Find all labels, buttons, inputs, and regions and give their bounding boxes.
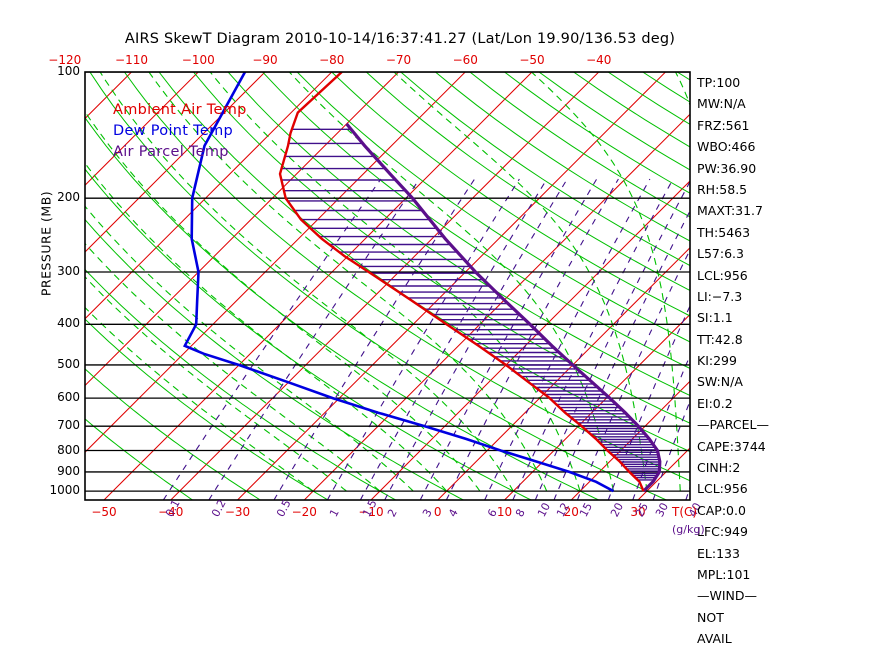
bottom-temp-tick-2: −30: [224, 505, 251, 519]
bottom-temp-tick-3: −20: [291, 505, 317, 519]
param-mpl: MPL:101: [697, 566, 751, 582]
param-el: EL:133: [697, 545, 740, 561]
bottom-temp-tick-4: −10: [358, 505, 384, 519]
param-mw: MW:N/A: [697, 96, 746, 112]
pressure-tick-200: 200: [57, 190, 80, 205]
bottom-temp-tick-7: 20: [563, 505, 579, 519]
param-cinh: CINH:2: [697, 460, 741, 476]
param-lcl: LCL:956: [697, 267, 748, 283]
param-tt: TT:42.8: [697, 331, 743, 347]
page-title: AIRS SkewT Diagram 2010-10-14/16:37:41.2…: [124, 31, 676, 47]
param-ei: EI:0.2: [697, 395, 733, 411]
bottom-temp-tick-8: 30: [630, 505, 646, 519]
top-temp-tick-6: −60: [452, 53, 478, 67]
param-parcel_hdr: —PARCEL—: [697, 417, 769, 433]
plot-legend: Ambient Air Temp Dew Point Temp Air Parcel…: [113, 100, 247, 163]
top-temp-tick-5: −70: [385, 53, 412, 67]
pressure-tick-800: 800: [57, 442, 80, 457]
top-temp-tick-0: −120: [48, 53, 82, 67]
param-l57: L57:6.3: [697, 246, 744, 262]
param-rh: RH:58.5: [697, 181, 748, 197]
top-temp-tick-7: −50: [519, 53, 545, 67]
sounding-parameter-panel: TP:100 MW:N/A FRZ:561 WBO:466 PW:36.90 RH:58.…: [697, 72, 867, 650]
param-cap: CAP:0.0: [697, 502, 746, 518]
param-th: TH:5463: [697, 224, 751, 240]
param-tp: TP:100: [697, 75, 741, 90]
param-si: SI:1.1: [697, 310, 733, 326]
skewt-plot: [84, 71, 691, 501]
pressure-tick-500: 500: [57, 356, 80, 371]
pressure-tick-900: 900: [57, 463, 80, 478]
param-wind_hdr: —WIND—: [697, 588, 758, 604]
bottom-temp-tick-0: −50: [91, 505, 117, 519]
legend-item-1: Dew Point Temp: [113, 123, 234, 139]
param-pw: PW:36.90: [697, 160, 757, 176]
pressure-tick-1000: 1000: [49, 483, 80, 498]
param-li: LI:−7.3: [697, 288, 743, 304]
x-axis-label-mixing-ratio: (g/kg): [672, 523, 705, 536]
bottom-temp-tick-6: 10: [496, 505, 513, 519]
pressure-tick-700: 700: [57, 418, 80, 433]
param-frz: FRZ:561: [697, 117, 750, 133]
legend-item-2: Air Parcel Temp: [113, 144, 229, 160]
pressure-tick-300: 300: [57, 263, 80, 278]
x-axis-label-temperature: T(C): [672, 505, 698, 519]
top-temp-tick-4: −80: [319, 53, 345, 67]
skewt-diagram-page: AIRS SkewT Diagram 2010-10-14/16:37:41.2…: [38, 31, 769, 647]
top-temp-tick-1: −110: [115, 53, 148, 67]
pressure-tick-100: 100: [57, 64, 80, 78]
bottom-temp-tick-1: −40: [158, 505, 184, 519]
param-wbo: WBO:466: [697, 139, 756, 155]
param-wind_1: NOT: [697, 609, 724, 625]
pressure-tick-400: 400: [57, 316, 80, 331]
top-temp-tick-3: −90: [252, 53, 278, 67]
legend-item-0: Ambient Air Temp: [113, 102, 247, 118]
pressure-tick-600: 600: [57, 390, 80, 405]
top-temp-tick-8: −40: [586, 53, 612, 67]
param-ki: KI:299: [697, 353, 737, 369]
top-temp-tick-2: −100: [181, 53, 215, 67]
param-lcl2: LCL:956: [697, 481, 748, 497]
bottom-temp-tick-5: 0: [433, 505, 442, 519]
param-wind_2: AVAIL: [697, 631, 732, 647]
param-sw: SW:N/A: [697, 374, 743, 390]
param-lfc: LFC:949: [697, 524, 748, 540]
param-cape: CAPE:3744: [697, 438, 766, 454]
param-maxt: MAXT:31.7: [697, 203, 763, 219]
